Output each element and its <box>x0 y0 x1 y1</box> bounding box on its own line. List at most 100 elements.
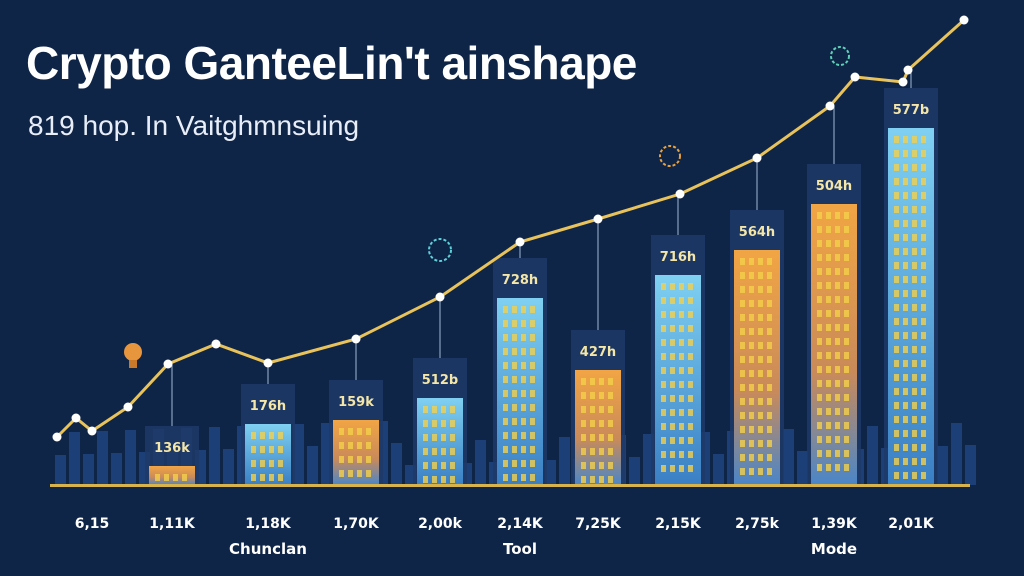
window <box>826 324 831 331</box>
window <box>749 342 754 349</box>
window <box>608 420 613 427</box>
skyline-building <box>629 457 640 485</box>
chart-title: Crypto GanteeLin't ainshape <box>26 37 637 89</box>
window <box>366 456 371 463</box>
window <box>366 428 371 435</box>
window <box>679 325 684 332</box>
window <box>688 367 693 374</box>
window <box>182 474 187 481</box>
window <box>260 460 265 467</box>
window <box>503 460 508 467</box>
window <box>826 352 831 359</box>
window <box>749 370 754 377</box>
skyline-building <box>209 427 220 485</box>
window <box>521 418 526 425</box>
window <box>817 324 822 331</box>
window <box>894 206 899 213</box>
window <box>670 339 675 346</box>
window <box>679 353 684 360</box>
window <box>450 406 455 413</box>
window <box>688 381 693 388</box>
data-point <box>87 426 97 436</box>
window <box>817 352 822 359</box>
window <box>835 450 840 457</box>
skyline-building <box>97 431 108 485</box>
bar-label: 564h <box>739 225 775 240</box>
window <box>767 454 772 461</box>
window <box>740 258 745 265</box>
window <box>441 476 446 483</box>
window <box>366 470 371 477</box>
window <box>503 348 508 355</box>
window <box>432 420 437 427</box>
window <box>366 442 371 449</box>
window <box>155 474 160 481</box>
window <box>758 328 763 335</box>
window <box>278 474 283 481</box>
window <box>921 234 926 241</box>
data-point <box>163 359 173 369</box>
bar <box>655 275 701 485</box>
window <box>503 390 508 397</box>
window <box>521 446 526 453</box>
window <box>844 282 849 289</box>
skyline-building <box>713 454 724 485</box>
window <box>512 334 517 341</box>
window <box>826 254 831 261</box>
window <box>599 434 604 441</box>
window <box>894 402 899 409</box>
window <box>921 318 926 325</box>
window <box>450 434 455 441</box>
window <box>661 339 666 346</box>
window <box>740 328 745 335</box>
data-point <box>263 358 273 368</box>
skyline-building <box>111 453 122 485</box>
window <box>740 412 745 419</box>
window <box>903 164 908 171</box>
window <box>844 366 849 373</box>
window <box>503 362 508 369</box>
window <box>423 406 428 413</box>
window <box>260 474 265 481</box>
window <box>339 442 344 449</box>
window <box>740 300 745 307</box>
window <box>844 240 849 247</box>
window <box>826 226 831 233</box>
window <box>835 352 840 359</box>
window <box>670 451 675 458</box>
window <box>740 272 745 279</box>
group-label: Chunclan <box>229 540 307 558</box>
window <box>894 332 899 339</box>
window <box>912 150 917 157</box>
x-tick-label: 2,75k <box>735 516 780 532</box>
window <box>608 378 613 385</box>
window <box>912 388 917 395</box>
window <box>251 446 256 453</box>
window <box>894 388 899 395</box>
window <box>921 332 926 339</box>
window <box>581 462 586 469</box>
window <box>758 314 763 321</box>
window <box>817 380 822 387</box>
window <box>441 420 446 427</box>
data-point <box>71 413 81 423</box>
skyline-building <box>223 449 234 485</box>
window <box>512 320 517 327</box>
x-tick-label: 2,00k <box>418 516 463 532</box>
window <box>903 472 908 479</box>
window <box>758 342 763 349</box>
window <box>903 248 908 255</box>
window <box>767 258 772 265</box>
data-point <box>825 101 835 111</box>
data-point <box>351 334 361 344</box>
window <box>251 474 256 481</box>
window <box>740 398 745 405</box>
window <box>749 454 754 461</box>
window <box>921 360 926 367</box>
window <box>599 392 604 399</box>
window <box>521 376 526 383</box>
window <box>521 460 526 467</box>
window <box>740 314 745 321</box>
window <box>921 444 926 451</box>
window <box>826 296 831 303</box>
